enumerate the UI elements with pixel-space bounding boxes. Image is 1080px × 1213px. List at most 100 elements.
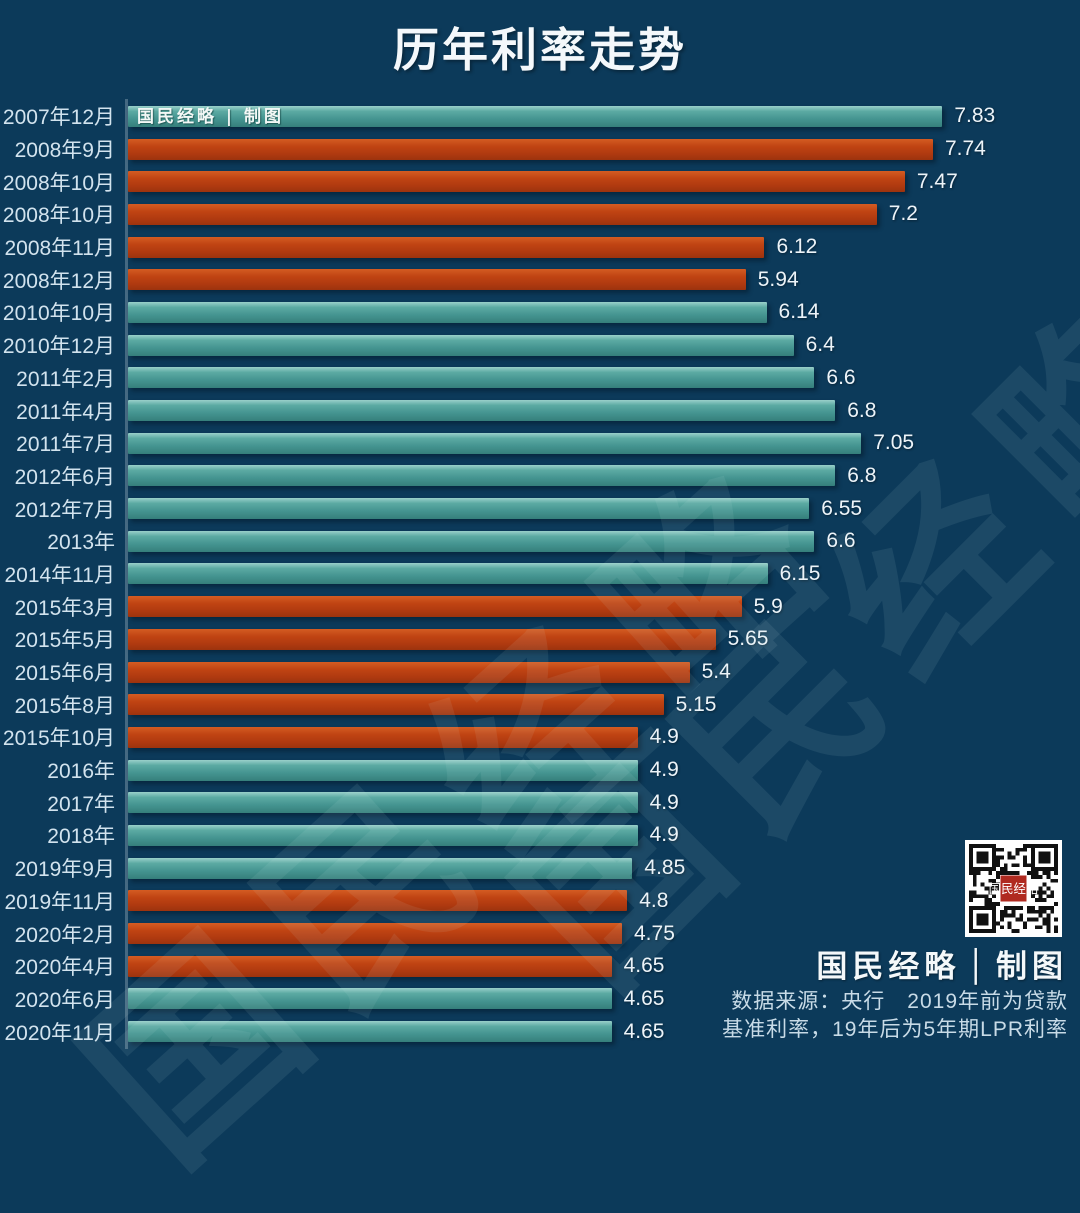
brand-separator: │ [966,949,990,985]
bar-red [128,138,933,160]
value-label: 6.14 [778,300,820,324]
category-label: 2011年7月 [16,433,115,457]
bar-red [128,955,612,977]
bar-red [128,269,746,291]
table-row: 2015年5月 5.65 [0,623,1080,656]
category-label: 2020年11月 [4,1021,115,1045]
value-label: 7.47 [916,169,958,193]
category-label: 2020年4月 [14,956,115,980]
category-label: 2010年10月 [2,302,115,326]
table-row: 2012年6月 6.8 [0,460,1080,493]
category-label: 2011年4月 [16,400,115,424]
value-label: 6.4 [805,333,835,357]
bar-teal [128,824,638,846]
bar-teal [128,301,767,323]
category-label: 2015年10月 [2,727,115,751]
value-label: 4.9 [649,758,679,782]
bar-watermark-label: 国民经略 | 制图 [137,107,285,127]
category-label: 2008年10月 [2,204,115,228]
value-label: 7.05 [873,431,915,455]
value-label: 7.2 [888,202,918,226]
value-label: 4.9 [649,790,679,814]
bar-teal [128,759,638,781]
table-row: 2010年10月 6.14 [0,296,1080,329]
footer-brand: 国民经略 │ 制图 [816,941,1068,986]
category-label: 2020年6月 [14,988,115,1012]
category-label: 2015年8月 [14,694,115,718]
brand-name: 国民经略 [816,949,961,985]
source-line: 数据来源：央行 2019年前为贷款 [731,990,1068,1013]
value-label: 6.6 [826,365,856,389]
table-row: 2020年4月 4.65 [0,950,1080,983]
value-label: 4.85 [644,856,686,880]
bar-teal [128,367,815,389]
bar-teal [128,334,794,356]
category-label: 2008年11月 [4,237,115,261]
page-title: 历年利率走势 [393,24,687,76]
category-label: 2014年11月 [4,563,115,587]
bar-teal [128,498,810,520]
bar-red [128,923,622,945]
bar-teal [128,563,768,585]
category-label: 2013年 [47,531,115,555]
table-row: 2020年2月 4.75 [0,917,1080,950]
value-label: 6.6 [826,529,856,553]
value-label: 6.55 [821,496,863,520]
bar-red [128,890,628,912]
table-row: 2015年6月 5.4 [0,656,1080,689]
bar-teal [128,432,862,454]
table-row: 2015年3月 5.9 [0,590,1080,623]
bar-red [128,203,877,225]
category-label: 2015年6月 [14,662,115,686]
table-row: 2008年12月 5.94 [0,263,1080,296]
table-row: 2019年9月 4.85 [0,852,1080,885]
table-row: 2008年9月 7.74 [0,133,1080,166]
value-label: 5.9 [753,594,783,618]
category-label: 2012年6月 [14,465,115,489]
category-label: 2010年12月 [2,335,115,359]
table-row: 2008年11月 6.12 [0,231,1080,264]
bar-red [128,171,905,193]
value-label: 5.4 [701,660,731,684]
value-label: 4.75 [634,921,675,945]
category-label: 2008年9月 [14,139,115,163]
table-row: 2011年4月 6.8 [0,394,1080,427]
value-label: 6.15 [779,561,821,585]
value-label: 6.8 [847,398,877,422]
bar-chart: 2007年12月 7.83 2008年9月 7.74 2008年10月 7.47 2008年… [0,100,1080,1048]
value-label: 4.9 [649,823,679,847]
table-row: 2007年12月 7.83 [0,100,1080,133]
qr-code: 国民经略 [965,840,1062,937]
category-label: 2008年12月 [2,269,115,293]
bar-red [128,661,690,683]
table-row: 2010年12月 6.4 [0,329,1080,362]
category-label: 2011年2月 [16,367,115,391]
table-row: 2017年 4.9 [0,786,1080,819]
value-label: 4.65 [623,986,665,1010]
value-label: 5.15 [675,692,717,716]
bar-red [128,726,638,748]
bar-teal [128,400,836,422]
value-label: 6.12 [776,235,818,259]
value-label: 4.65 [623,1019,665,1043]
category-label: 2007年12月 [2,106,115,130]
category-label: 2019年9月 [14,858,115,882]
bar-red [128,694,664,716]
table-row: 2011年7月 7.05 [0,427,1080,460]
value-label: 4.9 [649,725,679,749]
source-line: 基准利率，19年后为5年期LPR利率 [722,1018,1068,1041]
table-row: 2013年 6.6 [0,525,1080,558]
bar-teal [128,1021,612,1043]
category-label: 2019年11月 [4,890,115,914]
bar-red [128,236,765,258]
table-row: 2008年10月 7.47 [0,165,1080,198]
table-row: 2015年10月 4.9 [0,721,1080,754]
y-axis-line [125,99,128,1049]
value-label: 4.8 [639,888,669,912]
value-label: 4.65 [623,954,665,978]
category-label: 2015年5月 [14,629,115,653]
bar-teal [128,792,638,814]
category-label: 2020年2月 [14,923,115,947]
category-label: 2016年 [47,760,115,784]
category-label: 2017年 [47,792,115,816]
